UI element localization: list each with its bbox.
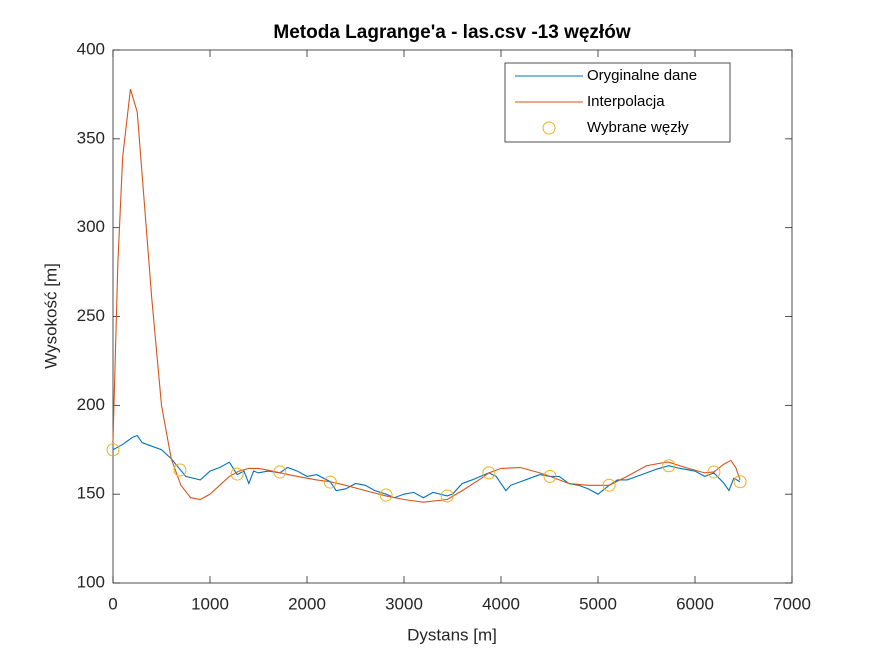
node-marker bbox=[602, 478, 616, 492]
legend-label: Wybrane węzły bbox=[587, 119, 689, 136]
y-tick-label: 200 bbox=[77, 395, 105, 414]
node-marker bbox=[543, 469, 557, 483]
x-tick-label: 2000 bbox=[288, 594, 326, 613]
x-tick-label: 4000 bbox=[482, 594, 520, 613]
chart-title: Metoda Lagrange'a - las.csv -13 węzłów bbox=[273, 22, 630, 43]
node-marker bbox=[323, 475, 337, 489]
y-tick-label: 400 bbox=[77, 39, 105, 58]
x-tick-label: 6000 bbox=[676, 594, 714, 613]
node-marker bbox=[230, 467, 244, 481]
y-tick-label: 100 bbox=[77, 572, 105, 591]
x-tick-label: 0 bbox=[108, 594, 117, 613]
y-axis-label: Wysokość [m] bbox=[41, 263, 60, 369]
node-marker bbox=[273, 465, 287, 479]
node-marker bbox=[482, 466, 496, 480]
legend-label: Interpolacja bbox=[587, 93, 665, 110]
node-marker bbox=[707, 465, 721, 479]
x-tick-label: 5000 bbox=[579, 594, 617, 613]
y-tick-label: 350 bbox=[77, 128, 105, 147]
node-marker bbox=[173, 463, 187, 477]
y-tick-label: 300 bbox=[77, 217, 105, 236]
x-tick-label: 1000 bbox=[191, 594, 229, 613]
series-line bbox=[112, 434, 741, 499]
node-marker bbox=[106, 443, 120, 457]
y-tick-label: 150 bbox=[77, 484, 105, 503]
legend-marker bbox=[542, 121, 556, 135]
series-line bbox=[112, 88, 741, 503]
x-axis-label: Dystans [m] bbox=[407, 625, 497, 644]
node-marker bbox=[440, 489, 454, 503]
y-tick-label: 250 bbox=[77, 306, 105, 325]
x-tick-label: 7000 bbox=[773, 594, 811, 613]
legend-label: Oryginalne dane bbox=[587, 67, 697, 84]
node-marker bbox=[379, 488, 393, 502]
node-marker bbox=[733, 475, 747, 489]
x-tick-label: 3000 bbox=[385, 594, 423, 613]
node-marker bbox=[662, 459, 676, 473]
